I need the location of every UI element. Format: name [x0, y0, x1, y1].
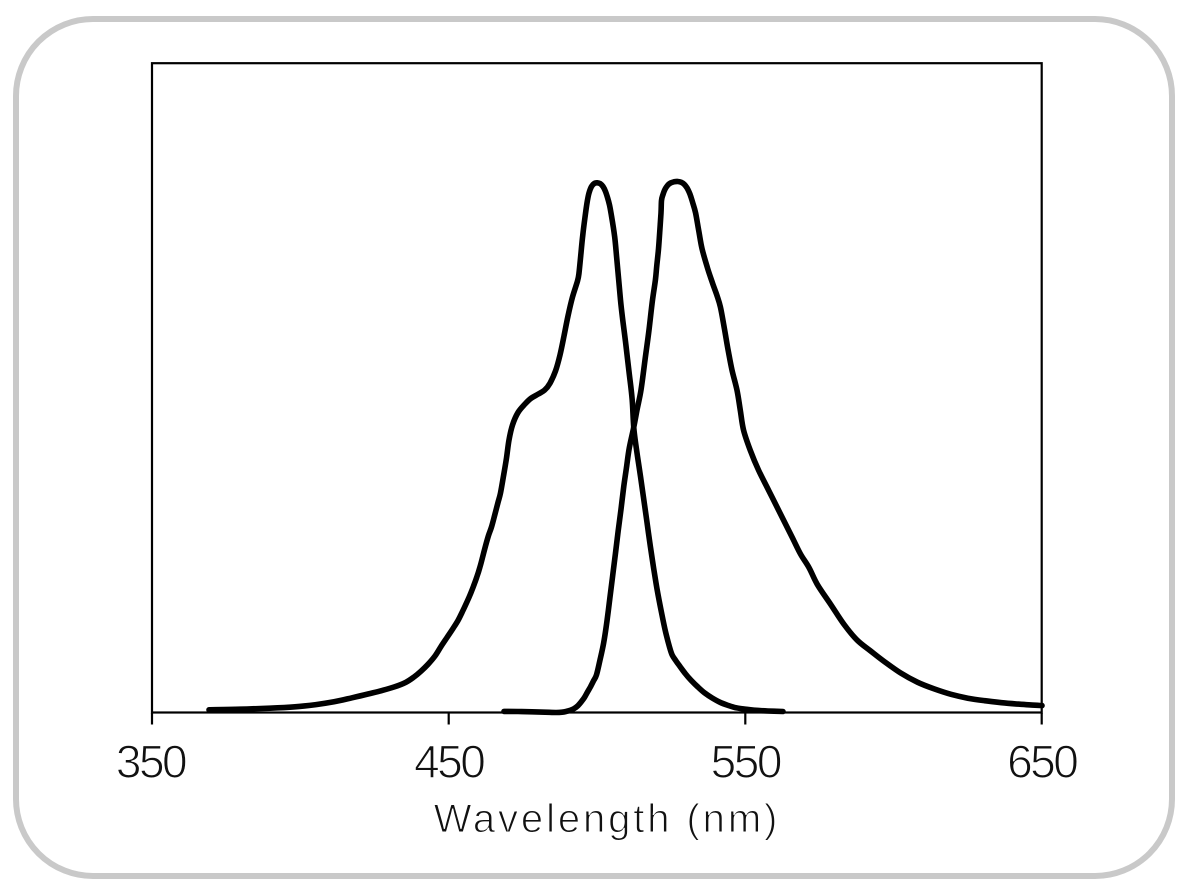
svg-text:650: 650 — [1007, 736, 1077, 788]
svg-text:350: 350 — [116, 736, 186, 788]
svg-text:550: 550 — [711, 736, 781, 788]
svg-text:450: 450 — [414, 736, 484, 788]
svg-text:Wavelength (nm): Wavelength (nm) — [434, 797, 781, 841]
